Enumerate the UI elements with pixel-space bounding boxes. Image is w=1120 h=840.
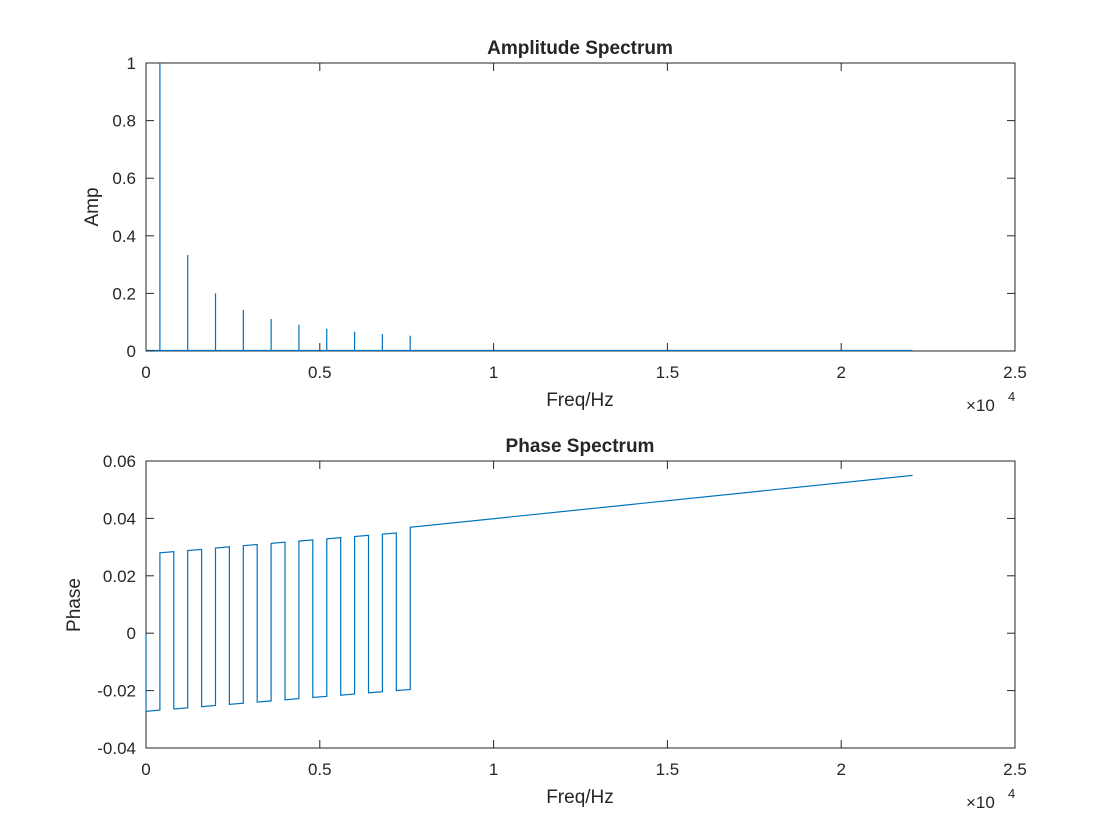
amplitude-ticks: 0 0.5 1 1.5 2 2.5 0 0.2 0.4 0.6 0.8 1 bbox=[112, 54, 1026, 382]
phase-x-exponent: ×10 4 bbox=[966, 786, 1015, 812]
amplitude-x-tick-label: 0 bbox=[141, 363, 150, 382]
phase-y-tick-label: 0.04 bbox=[103, 509, 136, 528]
phase-y-tick-label: 0.02 bbox=[103, 567, 136, 586]
phase-x-tick-label: 1 bbox=[489, 760, 498, 779]
phase-plot-area bbox=[145, 460, 1016, 749]
amplitude-y-tick-label: 0.2 bbox=[112, 284, 136, 303]
amplitude-y-tick-label: 0.6 bbox=[112, 169, 136, 188]
amplitude-title: Amplitude Spectrum bbox=[487, 38, 673, 59]
amplitude-x-tick-label: 1 bbox=[489, 363, 498, 382]
phase-x-exponent-base: ×10 bbox=[966, 793, 995, 812]
phase-y-tick-label: 0.06 bbox=[103, 452, 136, 471]
amplitude-x-tick-label: 1.5 bbox=[656, 363, 680, 382]
phase-y-tick-label: -0.02 bbox=[97, 682, 136, 701]
amplitude-y-tick-label: 0.4 bbox=[112, 227, 136, 246]
amplitude-series bbox=[146, 63, 913, 352]
amplitude-y-tick-label: 0 bbox=[127, 342, 136, 361]
amplitude-y-axis-label: Amp bbox=[82, 187, 103, 226]
phase-x-tick-label: 0.5 bbox=[308, 760, 332, 779]
phase-y-axis-label: Phase bbox=[64, 578, 85, 632]
phase-x-axis-label: Freq/Hz bbox=[546, 787, 614, 808]
phase-x-tick-label: 2 bbox=[836, 760, 845, 779]
amplitude-x-tick-label: 2 bbox=[836, 363, 845, 382]
phase-ticks: 0 0.5 1 1.5 2 2.5 -0.04 -0.02 0 0.02 0.04 0.06 bbox=[97, 452, 1027, 779]
phase-x-exponent-power: 4 bbox=[1008, 786, 1015, 801]
phase-plot: 0 0.5 1 1.5 2 2.5 -0.04 -0.02 0 0.02 0.04 0.06 Phas… bbox=[64, 436, 1027, 812]
amplitude-x-exponent-power: 4 bbox=[1008, 389, 1015, 404]
phase-x-tick-label: 2.5 bbox=[1003, 760, 1027, 779]
phase-series bbox=[145, 474, 913, 712]
phase-y-tick-label: 0 bbox=[127, 624, 136, 643]
amplitude-x-axis-label: Freq/Hz bbox=[546, 390, 614, 411]
amplitude-x-tick-label: 2.5 bbox=[1003, 363, 1027, 382]
amplitude-y-tick-label: 1 bbox=[127, 54, 136, 73]
phase-line bbox=[145, 474, 913, 712]
amplitude-x-exponent: ×10 4 bbox=[966, 389, 1015, 415]
amplitude-plot-area bbox=[145, 62, 1016, 352]
amplitude-y-tick-label: 0.8 bbox=[112, 112, 136, 131]
phase-x-tick-label: 0 bbox=[141, 760, 150, 779]
phase-y-tick-label: -0.04 bbox=[97, 739, 136, 758]
phase-x-tick-label: 1.5 bbox=[656, 760, 680, 779]
amplitude-x-tick-label: 0.5 bbox=[308, 363, 332, 382]
amplitude-x-exponent-base: ×10 bbox=[966, 396, 995, 415]
amplitude-plot: 0 0.5 1 1.5 2 2.5 0 0.2 0.4 0.6 0.8 1 Amplitude Spe… bbox=[82, 38, 1027, 415]
phase-title: Phase Spectrum bbox=[506, 436, 655, 457]
